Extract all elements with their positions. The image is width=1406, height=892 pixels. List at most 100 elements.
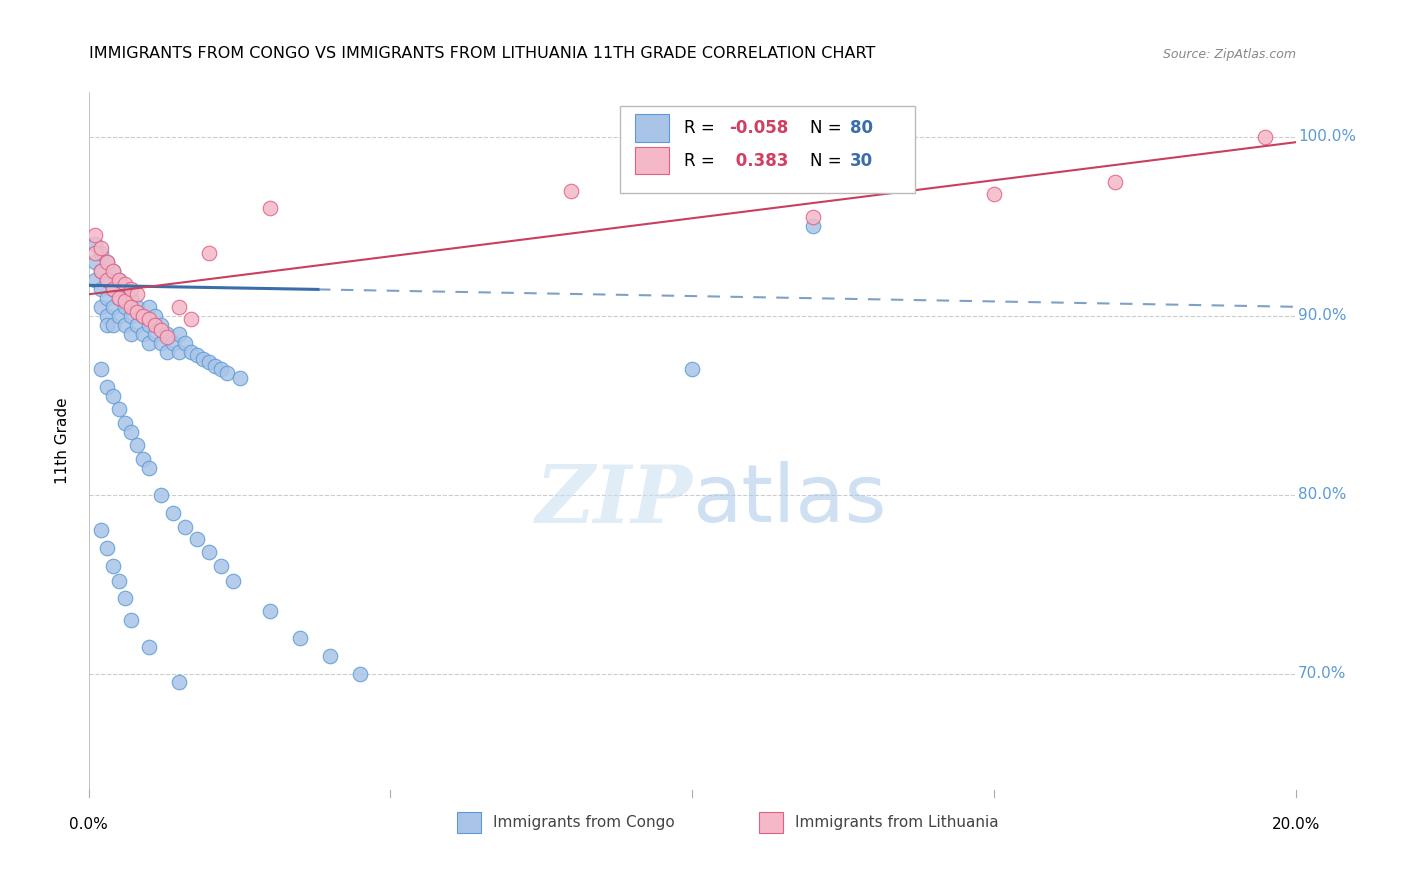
Point — [96, 318, 118, 332]
Point — [83, 273, 105, 287]
Point — [150, 488, 173, 502]
Point — [138, 460, 160, 475]
Point — [150, 318, 173, 332]
Point — [101, 264, 124, 278]
Point — [90, 264, 112, 278]
Text: 80.0%: 80.0% — [1298, 487, 1347, 502]
Point — [101, 282, 124, 296]
Bar — [457, 812, 481, 833]
Point — [120, 282, 142, 296]
Point — [186, 348, 208, 362]
Text: atlas: atlas — [692, 461, 887, 540]
Point — [108, 291, 131, 305]
Text: 0.383: 0.383 — [730, 152, 787, 169]
Point — [138, 640, 160, 654]
Point — [1254, 129, 1277, 144]
Point — [125, 287, 148, 301]
Point — [143, 326, 166, 341]
Point — [319, 648, 342, 663]
Point — [217, 366, 239, 380]
Point — [120, 291, 142, 305]
Text: -0.058: -0.058 — [730, 119, 789, 136]
Point — [96, 273, 118, 287]
Point — [101, 318, 124, 332]
Point — [167, 300, 190, 314]
Point — [120, 300, 142, 314]
Point — [101, 389, 124, 403]
Point — [801, 219, 824, 234]
Text: N =: N = — [810, 152, 848, 169]
Point — [681, 362, 703, 376]
Text: IMMIGRANTS FROM CONGO VS IMMIGRANTS FROM LITHUANIA 11TH GRADE CORRELATION CHART: IMMIGRANTS FROM CONGO VS IMMIGRANTS FROM… — [89, 45, 875, 61]
Point — [90, 264, 112, 278]
Point — [125, 318, 148, 332]
Point — [162, 506, 184, 520]
Point — [108, 574, 131, 588]
Point — [186, 533, 208, 547]
Point — [138, 300, 160, 314]
Point — [167, 326, 190, 341]
Point — [138, 335, 160, 350]
Text: Immigrants from Congo: Immigrants from Congo — [494, 815, 675, 830]
Text: 80: 80 — [851, 119, 873, 136]
Text: 30: 30 — [851, 152, 873, 169]
Text: 70.0%: 70.0% — [1298, 666, 1347, 681]
Point — [132, 309, 155, 323]
Point — [101, 559, 124, 574]
Point — [90, 282, 112, 296]
Point — [143, 309, 166, 323]
Point — [125, 300, 148, 314]
Point — [90, 246, 112, 260]
Point — [132, 309, 155, 323]
Text: Source: ZipAtlas.com: Source: ZipAtlas.com — [1163, 48, 1296, 61]
Point — [180, 312, 202, 326]
Point — [101, 282, 124, 296]
Point — [108, 309, 131, 323]
Point — [560, 184, 582, 198]
Point — [114, 591, 136, 606]
Point — [83, 228, 105, 243]
Point — [114, 277, 136, 291]
FancyBboxPatch shape — [620, 106, 915, 194]
Point — [167, 344, 190, 359]
Point — [96, 541, 118, 556]
Point — [83, 255, 105, 269]
Point — [120, 613, 142, 627]
Text: 20.0%: 20.0% — [1271, 817, 1320, 831]
Bar — [636, 146, 669, 175]
Point — [108, 273, 131, 287]
Point — [143, 318, 166, 332]
Point — [114, 300, 136, 314]
Point — [114, 294, 136, 309]
Point — [83, 237, 105, 252]
Point — [150, 323, 173, 337]
Point — [156, 330, 179, 344]
Point — [96, 380, 118, 394]
Point — [167, 675, 190, 690]
Point — [198, 246, 221, 260]
Point — [983, 187, 1005, 202]
Point — [204, 359, 226, 373]
Bar — [636, 114, 669, 142]
Point — [156, 344, 179, 359]
Point — [96, 255, 118, 269]
Point — [120, 425, 142, 439]
Point — [1104, 175, 1126, 189]
Point — [96, 291, 118, 305]
Point — [90, 362, 112, 376]
Point — [222, 574, 245, 588]
Point — [96, 273, 118, 287]
Point — [114, 416, 136, 430]
Text: ZIP: ZIP — [536, 461, 692, 539]
Point — [101, 300, 124, 314]
Point — [150, 335, 173, 350]
Text: 0.0%: 0.0% — [69, 817, 108, 831]
Point — [120, 309, 142, 323]
Point — [125, 305, 148, 319]
Point — [114, 282, 136, 296]
Point — [180, 344, 202, 359]
Point — [162, 335, 184, 350]
Point — [132, 451, 155, 466]
Point — [90, 524, 112, 538]
Bar — [759, 812, 783, 833]
